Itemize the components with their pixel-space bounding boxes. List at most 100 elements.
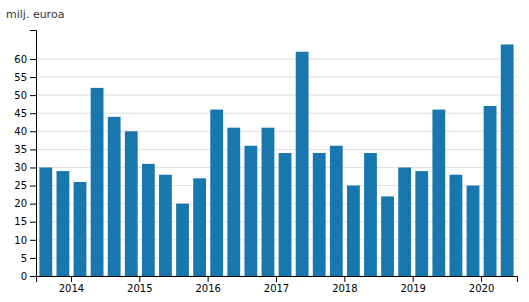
grid-line: [36, 77, 517, 78]
tick: 40: [14, 126, 36, 137]
y-axis-label: milj. euroa: [6, 8, 64, 21]
tick-mark: [30, 59, 36, 60]
bar: [244, 146, 257, 276]
tick: 20: [14, 198, 36, 209]
tick-mark: [71, 276, 72, 282]
tick-mark: [413, 276, 414, 282]
tick: 2014: [59, 276, 84, 294]
tick: 2020: [469, 276, 494, 294]
chart-container: 0 5 10 15 20 25 30 35 40 45 50 55 60 2014 2015 2016 2017…: [0, 0, 529, 302]
bar: [142, 164, 155, 276]
tick: 55: [14, 72, 36, 83]
bar: [108, 117, 121, 276]
tick: 2015: [127, 276, 152, 294]
tick: 10: [14, 235, 36, 246]
tick-mark: [30, 113, 36, 114]
tick-label: 10: [14, 235, 27, 246]
tick-mark: [276, 276, 277, 282]
tick: 2016: [195, 276, 220, 294]
bar: [398, 167, 411, 276]
bar: [296, 52, 309, 276]
tick-mark: [30, 149, 36, 150]
tick-label: 2014: [59, 283, 84, 294]
bars: [39, 44, 513, 276]
bar: [91, 88, 104, 276]
bar: [279, 153, 292, 276]
grid: [36, 59, 517, 276]
tick-label: 2015: [127, 283, 152, 294]
tick-mark: [30, 77, 36, 78]
bar: [193, 178, 206, 276]
tick: 25: [14, 180, 36, 191]
bar: [415, 171, 428, 276]
tick: 2019: [400, 276, 425, 294]
tick: 45: [14, 108, 36, 119]
tick-mark: [30, 222, 36, 223]
bar: [313, 153, 326, 276]
tick-mark: [481, 276, 482, 282]
bar: [347, 186, 360, 276]
tick-label: 50: [14, 90, 27, 101]
plot: 0 5 10 15 20 25 30 35 40 45 50 55 60 2014 2015 2016 2017…: [14, 31, 517, 295]
tick: 50: [14, 90, 36, 101]
bar: [484, 106, 497, 276]
tick-label: 25: [14, 180, 27, 191]
tick-mark: [30, 167, 36, 168]
bar: [125, 131, 138, 276]
tick-label: 30: [14, 162, 27, 173]
bar: [176, 204, 189, 276]
tick-label: 2016: [195, 283, 220, 294]
grid-line: [36, 95, 517, 96]
tick-label: 35: [14, 144, 27, 155]
tick-label: 60: [14, 54, 27, 65]
tick-label: 0: [21, 271, 27, 282]
tick: 30: [14, 162, 36, 173]
tick-label: 2017: [264, 283, 289, 294]
tick: 2017: [264, 276, 289, 294]
bar: [501, 44, 514, 276]
bar: [450, 175, 463, 276]
tick-mark: [30, 186, 36, 187]
bar: [262, 128, 275, 276]
bar: [39, 167, 52, 276]
tick-label: 15: [14, 216, 27, 227]
tick-label: 45: [14, 108, 27, 119]
bar: [210, 110, 223, 276]
x-axis: 2014 2015 2016 2017 2018 2019 2020: [37, 276, 518, 294]
axis-line: [30, 31, 37, 277]
bar: [381, 196, 394, 276]
tick: 2018: [332, 276, 357, 294]
tick-label: 2019: [400, 283, 425, 294]
tick-mark: [30, 258, 36, 259]
bar: [74, 182, 87, 276]
tick-label: 2018: [332, 283, 357, 294]
tick: 5: [21, 253, 36, 264]
tick-label: 5: [21, 253, 27, 264]
tick-label: 20: [14, 198, 27, 209]
tick-mark: [30, 240, 36, 241]
tick-mark: [30, 131, 36, 132]
tick: 60: [14, 54, 36, 65]
tick-mark: [30, 95, 36, 96]
grid-line: [36, 58, 517, 59]
tick: 0: [21, 271, 36, 282]
bar: [57, 171, 70, 276]
tick-mark: [139, 276, 140, 282]
bar: [467, 186, 480, 276]
tick: 35: [14, 144, 36, 155]
tick-mark: [344, 276, 345, 282]
bar: [330, 146, 343, 276]
tick-label: 2020: [469, 283, 494, 294]
tick-label: 55: [14, 72, 27, 83]
bar: [364, 153, 377, 276]
tick-mark: [208, 276, 209, 282]
chart: 0 5 10 15 20 25 30 35 40 45 50 55 60 2014 2015 2016 2017…: [0, 0, 529, 302]
axis-line: [37, 277, 518, 283]
y-axis: 0 5 10 15 20 25 30 35 40 45 50 55 60: [14, 31, 36, 282]
tick-mark: [30, 204, 36, 205]
bar: [227, 128, 240, 276]
bar: [432, 110, 445, 276]
tick-label: 40: [14, 126, 27, 137]
tick-mark: [30, 276, 36, 277]
bar: [159, 175, 172, 276]
